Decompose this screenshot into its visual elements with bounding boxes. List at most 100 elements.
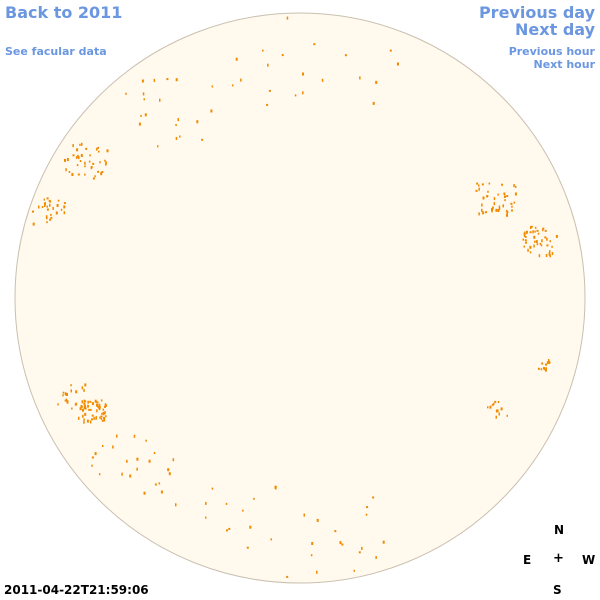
facula-speck [334,530,337,533]
facula-speck [92,162,95,165]
see-facular-data-link[interactable]: See facular data [5,45,107,58]
facula-speck [302,91,304,95]
facula-speck [62,391,65,394]
facula-speck [504,195,506,198]
facula-speck [65,168,67,172]
facula-speck [91,464,93,467]
facula-speck [141,79,144,83]
facula-speck [481,203,483,207]
facula-speck [546,237,548,241]
facula-speck [87,400,89,404]
facula-speck [498,205,501,209]
back-to-year-link[interactable]: Back to 2011 [5,3,123,22]
facula-speck [339,541,342,545]
facula-speck [544,229,547,232]
facula-speck [478,212,480,216]
facula-speck [488,182,491,185]
facula-speck [144,113,147,117]
facula-speck [72,154,75,157]
facula-speck [502,204,504,208]
facula-speck [86,419,89,423]
facula-speck [94,399,97,403]
facula-speck [85,147,88,150]
facula-speck [506,213,508,217]
facula-speck [503,192,506,196]
facula-speck [70,384,72,387]
facula-speck [77,154,79,158]
facula-speck [133,434,136,438]
facula-speck [486,195,488,198]
facula-speck [70,389,72,393]
facula-speck [303,513,305,517]
facula-speck [547,359,550,361]
next-day-link[interactable]: Next day [515,20,595,39]
facula-speck [143,491,146,495]
facula-speck [65,398,68,402]
facula-speck [491,208,493,211]
facula-speck [175,503,177,507]
facula-speck [549,240,551,243]
facula-speck [358,551,361,554]
next-hour-link[interactable]: Next hour [533,58,596,71]
facula-speck [148,459,151,463]
facula-speck [551,252,554,256]
facula-speck [83,402,86,405]
facula-speck [311,542,314,545]
previous-day-link[interactable]: Previous day [478,3,595,22]
facula-speck [475,189,478,192]
facula-speck [482,211,485,215]
facula-speck [359,76,361,80]
facula-speck [83,418,85,421]
facula-speck [88,408,90,411]
facula-speck [75,156,78,159]
facula-speck [154,483,157,486]
facula-speck [542,229,544,232]
facula-speck [71,173,74,176]
facula-speck [375,80,378,84]
facula-speck [89,408,92,411]
facula-speck [506,414,508,417]
facula-speck [63,205,66,209]
facula-speck [316,518,319,522]
facula-speck [112,445,114,449]
facula-speck [249,525,252,529]
facula-speck [168,472,171,476]
facula-speck [353,569,355,572]
facula-speck [85,407,87,410]
previous-hour-link[interactable]: Previous hour [508,45,595,58]
facula-speck [103,416,106,420]
facula-speck [101,171,104,173]
facula-speck [196,120,199,124]
facula-speck [527,248,529,252]
facula-speck [75,402,78,405]
facula-speck [60,208,63,211]
facula-speck [529,245,532,249]
facula-speck [101,412,103,415]
facula-speck [90,166,93,170]
facula-speck [96,147,98,151]
facula-speck [46,216,48,220]
facula-speck [101,419,104,422]
facula-speck [77,173,80,176]
solar-disk [14,12,586,584]
facula-speck [100,172,103,176]
facula-speck [511,205,513,208]
facula-speck [478,187,480,191]
facula-speck [84,412,87,416]
facula-speck [529,251,532,254]
facula-speck [555,234,558,238]
facula-speck [84,383,87,387]
facula-speck [32,222,35,226]
facula-speck [89,420,92,424]
facula-speck [205,516,207,519]
facula-speck [64,399,67,402]
facula-speck [102,408,105,411]
facula-speck [242,509,244,512]
facula-speck [541,239,543,243]
facula-speck [44,202,46,206]
facula-speck [104,403,107,407]
facula-speck [93,416,95,420]
facula-speck [523,234,526,238]
facula-speck [535,240,538,244]
